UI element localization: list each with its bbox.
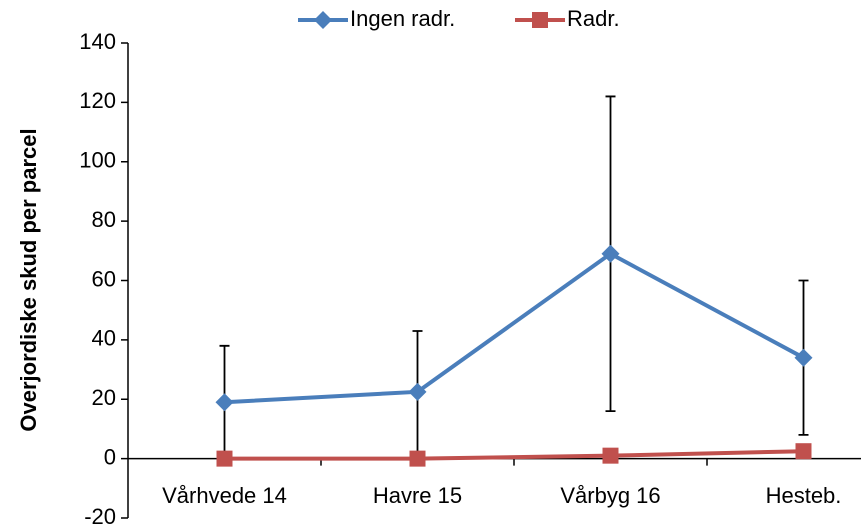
legend-label: Radr.: [567, 6, 620, 31]
series-line: [224, 251, 805, 405]
marker: [795, 443, 812, 460]
marker: [408, 382, 427, 401]
series-line: [224, 449, 804, 461]
y-axis-label: Overjordiske skud per parcel: [16, 128, 41, 431]
y-tick-label: 0: [104, 444, 116, 469]
marker: [215, 393, 234, 412]
y-tick-label: 100: [79, 148, 116, 173]
y-tick-label: 60: [92, 266, 116, 291]
y-tick-label: 140: [79, 29, 116, 54]
x-tick-label: Vårhvede 14: [162, 483, 287, 508]
legend-label: Ingen radr.: [350, 6, 455, 31]
y-tick-label: 20: [92, 385, 116, 410]
legend-marker: [314, 11, 332, 29]
marker: [794, 348, 813, 367]
y-tick-label: -20: [84, 504, 116, 529]
x-tick-label: Vårbyg 16: [560, 483, 660, 508]
marker: [409, 450, 426, 467]
marker: [601, 244, 620, 263]
x-tick-label: Havre 15: [373, 483, 462, 508]
marker: [602, 447, 619, 464]
y-tick-label: 120: [79, 88, 116, 113]
y-tick-label: 40: [92, 326, 116, 351]
x-tick-label: Hesteb.: [766, 483, 842, 508]
legend-marker: [532, 12, 548, 28]
marker: [216, 450, 233, 467]
y-tick-label: 80: [92, 207, 116, 232]
